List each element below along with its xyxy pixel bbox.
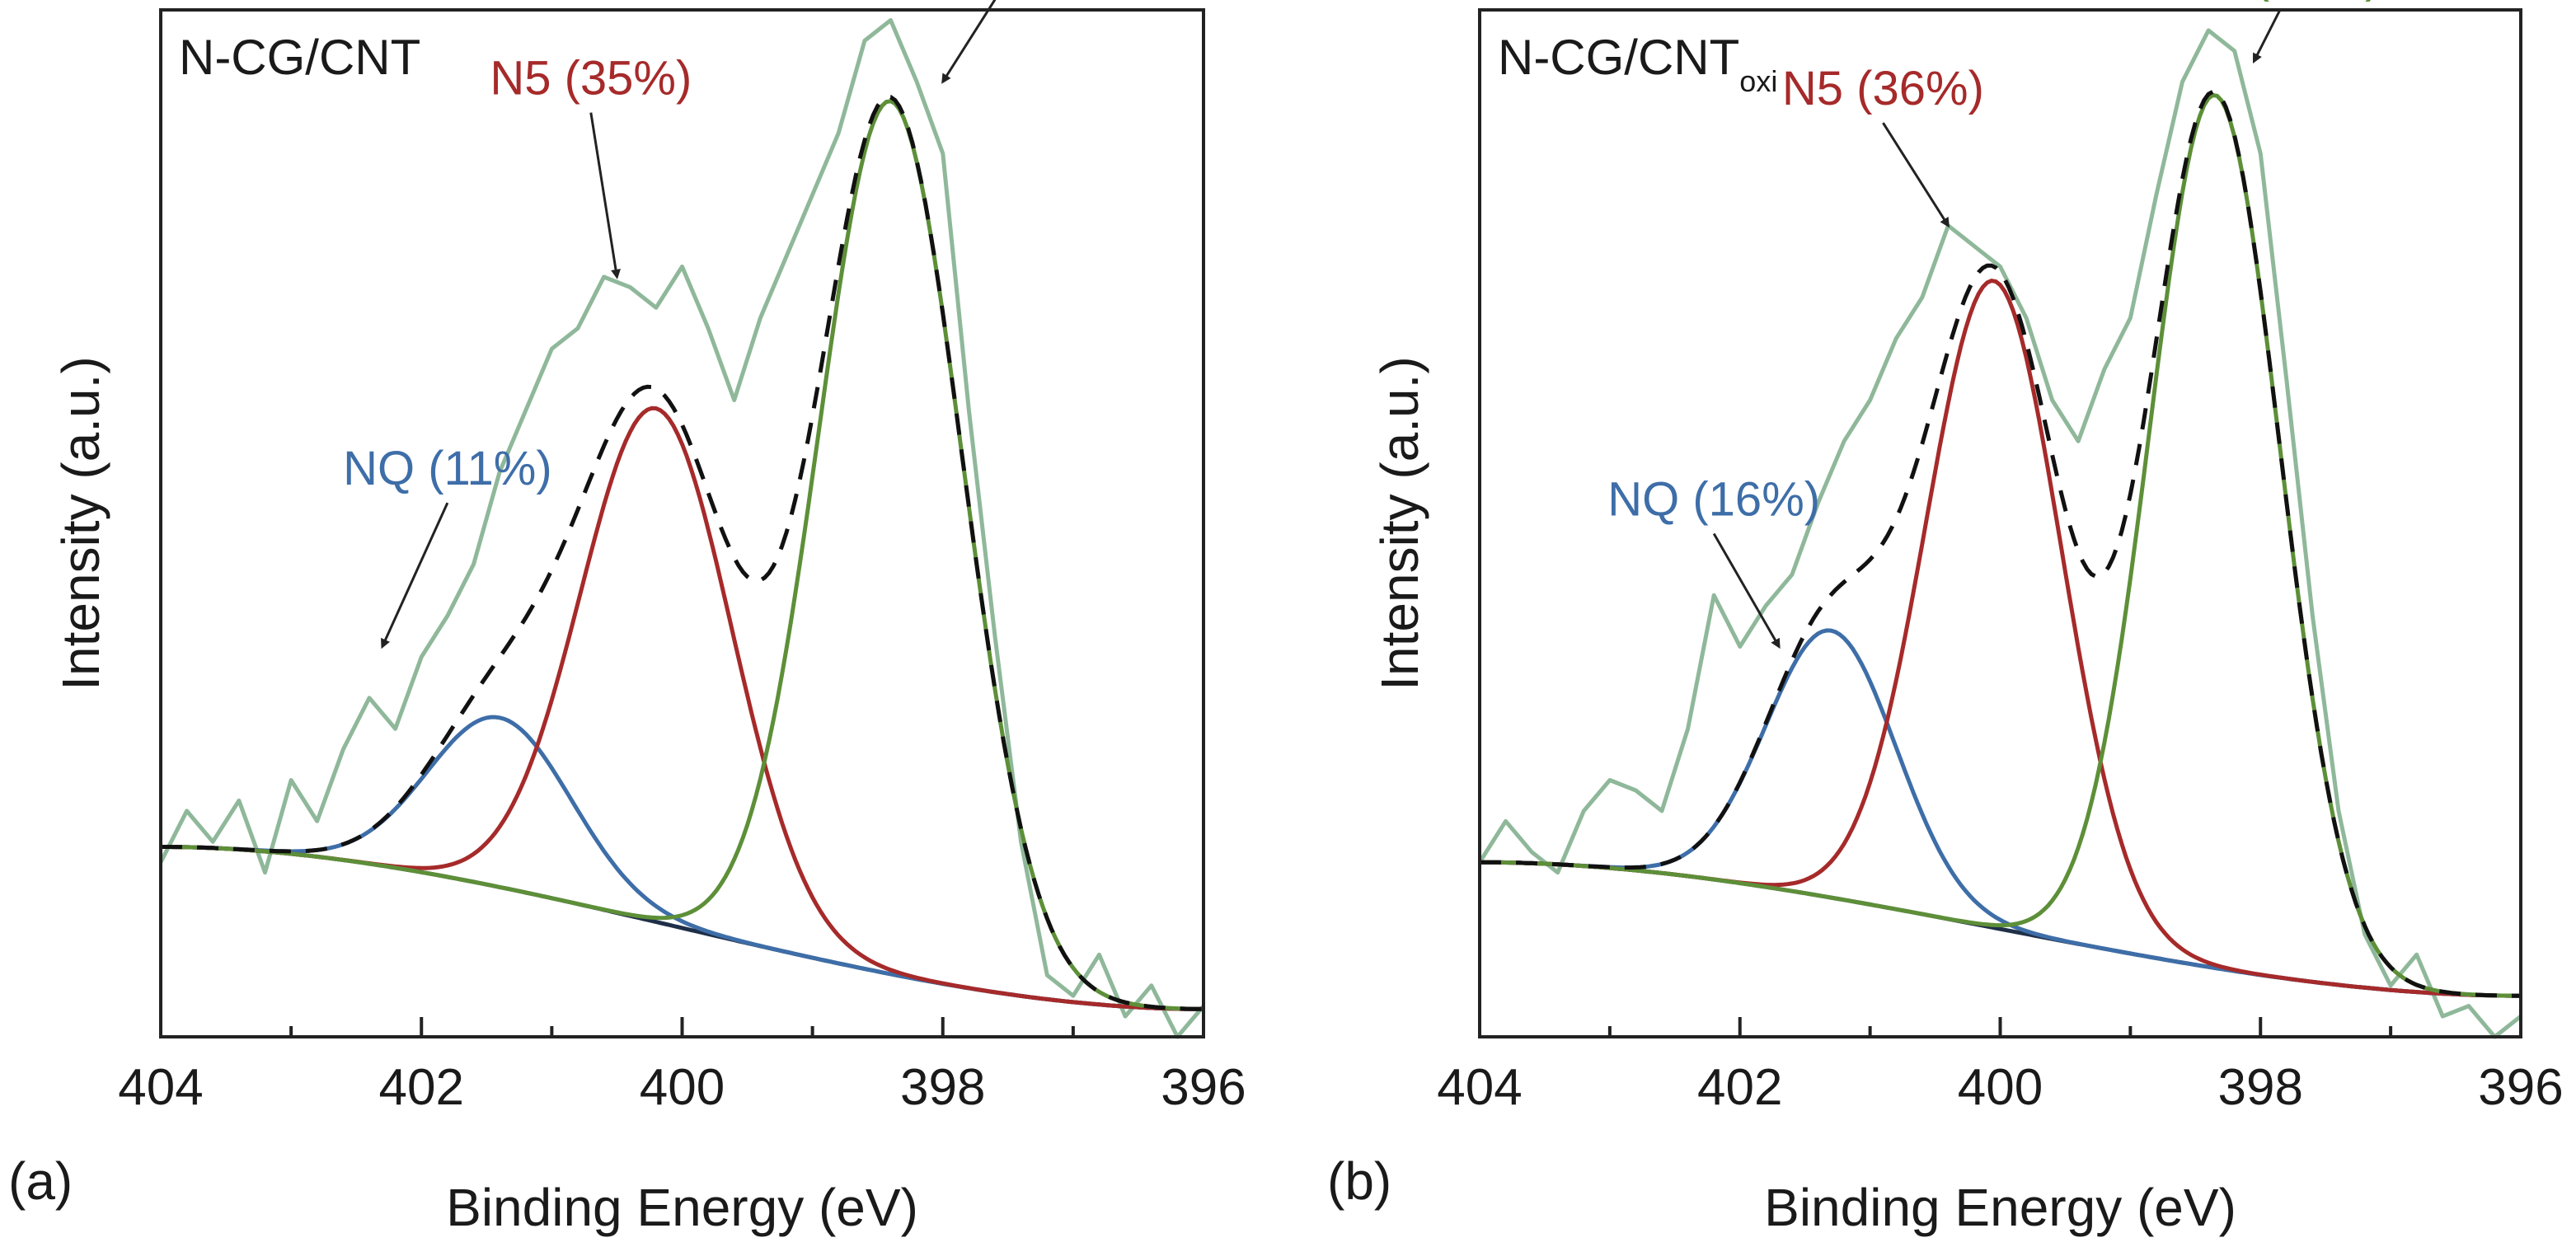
peak-nq-arrow: [381, 502, 449, 649]
peak-n6-line: [1480, 92, 2521, 998]
background-line: [161, 845, 1204, 1011]
panel-title-subscript: oxi: [1739, 64, 1777, 98]
peak-nq-line: [1480, 628, 2521, 998]
x-tick-label: 404: [1437, 1059, 1522, 1116]
peak-n5-arrow: [1882, 122, 1950, 228]
peak-n6-line: [161, 99, 1204, 1011]
x-tick-label: 398: [2218, 1059, 2303, 1116]
envelope-fit-line: [161, 95, 1204, 1011]
x-tick-label: 400: [1958, 1059, 2043, 1116]
peak-nq-label: NQ (16%): [1607, 472, 1820, 526]
panel-title-main: N-CG/CNT: [1498, 30, 1739, 85]
peak-n5-arrow: [589, 112, 621, 279]
raw-spectrum-line: [158, 18, 1205, 1039]
raw-spectrum-line: [1477, 28, 2522, 1039]
envelope-fit-line: [1480, 89, 2521, 998]
peak-n5-label: N5 (36%): [1782, 62, 1984, 115]
peak-n6-arrow: [941, 0, 997, 84]
panel-tag: (b): [1327, 1151, 1391, 1211]
peak-nq-arrow: [1712, 532, 1781, 649]
panel-b: 404 402 400 398 396 Binding Energy (eV) Intens…: [1327, 0, 2564, 1237]
x-tick-label: 398: [900, 1059, 985, 1116]
panel-title: N-CG/CNT: [179, 30, 420, 85]
peak-n5-line: [1480, 279, 2521, 998]
peak-n6-label: N6 (48%): [2179, 0, 2381, 2]
peak-n5-label: N5 (35%): [490, 52, 692, 105]
panel-title-main: N-CG/CNT: [179, 30, 420, 85]
x-axis-title: Binding Energy (eV): [1764, 1178, 2236, 1237]
y-axis-title: Intensity (a.u.): [1370, 356, 1429, 691]
panel-tag: (a): [8, 1151, 73, 1211]
plot-frame: [159, 8, 1205, 1038]
peak-nq-label: NQ (11%): [343, 442, 552, 495]
x-tick-label: 404: [118, 1059, 203, 1116]
x-tick-label: 396: [2478, 1059, 2563, 1116]
x-axis-title: Binding Energy (eV): [446, 1178, 918, 1237]
panel-a: 404 402 400 398 396 Binding Energy (eV) Intens…: [8, 0, 1246, 1237]
y-axis-title: Intensity (a.u.): [51, 356, 110, 691]
panel-title: N-CG/CNToxi: [1498, 30, 1777, 98]
x-tick-label: 400: [640, 1059, 725, 1116]
x-tick-label: 396: [1161, 1059, 1246, 1116]
peak-n6-arrow: [2252, 9, 2282, 63]
x-tick-label: 402: [1697, 1059, 1782, 1116]
x-tick-label: 402: [379, 1059, 464, 1116]
